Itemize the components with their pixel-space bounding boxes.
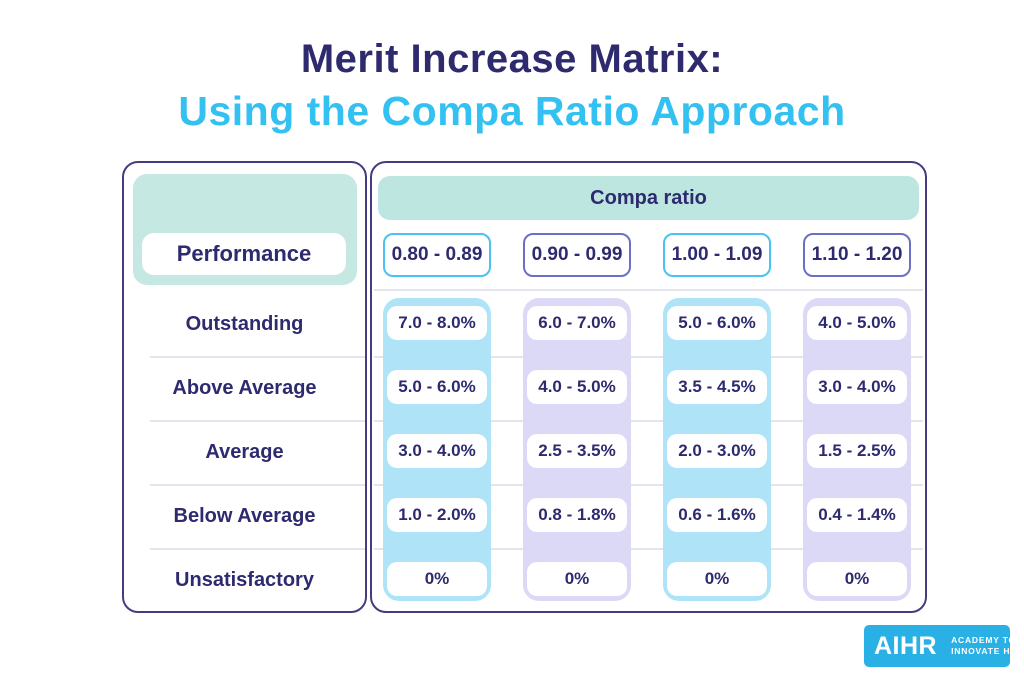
matrix-cell: 0.8 - 1.8% bbox=[527, 498, 627, 532]
row-label-unsatisfactory: Unsatisfactory bbox=[175, 568, 314, 591]
row-label-outstanding: Outstanding bbox=[185, 312, 304, 335]
performance-panel: Performance Outstanding Above Average Av… bbox=[122, 161, 367, 613]
matrix-cell: 1.5 - 2.5% bbox=[807, 434, 907, 468]
matrix-column-1: 7.0 - 8.0% 5.0 - 6.0% 3.0 - 4.0% 1.0 - 2… bbox=[383, 298, 491, 601]
matrix-column-2: 6.0 - 7.0% 4.0 - 5.0% 2.5 - 3.5% 0.8 - 1… bbox=[523, 298, 631, 601]
performance-header-block: Performance bbox=[133, 174, 357, 285]
matrix-cell: 7.0 - 8.0% bbox=[387, 306, 487, 340]
matrix-cell: 5.0 - 6.0% bbox=[667, 306, 767, 340]
aihr-logo: AIHR ACADEMY TO INNOVATE HR bbox=[864, 625, 1016, 667]
compa-ratio-header: Compa ratio bbox=[378, 176, 919, 220]
row-label-average: Average bbox=[205, 440, 284, 463]
row-divider bbox=[374, 420, 923, 422]
row-divider bbox=[374, 548, 923, 550]
performance-header: Performance bbox=[142, 233, 346, 275]
matrix-cell: 3.0 - 4.0% bbox=[387, 434, 487, 468]
page-title: Merit Increase Matrix: bbox=[300, 37, 724, 81]
matrix-cell: 0% bbox=[807, 562, 907, 596]
matrix-cell: 3.5 - 4.5% bbox=[667, 370, 767, 404]
matrix-cell: 0% bbox=[667, 562, 767, 596]
matrix-cell: 0% bbox=[527, 562, 627, 596]
compa-ratio-panel: Compa ratio 0.80 - 0.89 0.90 - 0.99 1.00… bbox=[370, 161, 927, 613]
matrix-cell: 4.0 - 5.0% bbox=[807, 306, 907, 340]
column-header-range-3: 1.00 - 1.09 bbox=[663, 233, 771, 277]
aihr-tagline-line2: INNOVATE HR bbox=[951, 646, 1018, 656]
column-header-range-4: 1.10 - 1.20 bbox=[803, 233, 911, 277]
column-header-range-1: 0.80 - 0.89 bbox=[383, 233, 491, 277]
matrix-cell: 5.0 - 6.0% bbox=[387, 370, 487, 404]
matrix-cell: 4.0 - 5.0% bbox=[527, 370, 627, 404]
column-header-range-2: 0.90 - 0.99 bbox=[523, 233, 631, 277]
aihr-logo-tagline: ACADEMY TO INNOVATE HR bbox=[951, 635, 1017, 658]
aihr-logo-text: AIHR bbox=[874, 631, 938, 660]
row-divider bbox=[150, 356, 365, 358]
row-divider bbox=[374, 356, 923, 358]
row-label-above-average: Above Average bbox=[172, 376, 317, 399]
row-divider bbox=[150, 420, 365, 422]
matrix-cell: 0.6 - 1.6% bbox=[667, 498, 767, 532]
row-label-below-average: Below Average bbox=[173, 504, 316, 527]
row-divider bbox=[374, 289, 923, 291]
matrix-cell: 3.0 - 4.0% bbox=[807, 370, 907, 404]
matrix-column-3: 5.0 - 6.0% 3.5 - 4.5% 2.0 - 3.0% 0.6 - 1… bbox=[663, 298, 771, 601]
matrix-cell: 2.0 - 3.0% bbox=[667, 434, 767, 468]
matrix-cell: 6.0 - 7.0% bbox=[527, 306, 627, 340]
row-divider bbox=[150, 548, 365, 550]
aihr-tagline-line1: ACADEMY TO bbox=[951, 634, 1016, 645]
matrix-cell: 0% bbox=[387, 562, 487, 596]
row-divider bbox=[150, 484, 365, 486]
matrix-column-4: 4.0 - 5.0% 3.0 - 4.0% 1.5 - 2.5% 0.4 - 1… bbox=[803, 298, 911, 601]
matrix-cell: 2.5 - 3.5% bbox=[527, 434, 627, 468]
row-divider bbox=[374, 484, 923, 486]
page-subtitle: Using the Compa Ratio Approach bbox=[178, 88, 846, 134]
matrix-cell: 1.0 - 2.0% bbox=[387, 498, 487, 532]
matrix-cell: 0.4 - 1.4% bbox=[807, 498, 907, 532]
